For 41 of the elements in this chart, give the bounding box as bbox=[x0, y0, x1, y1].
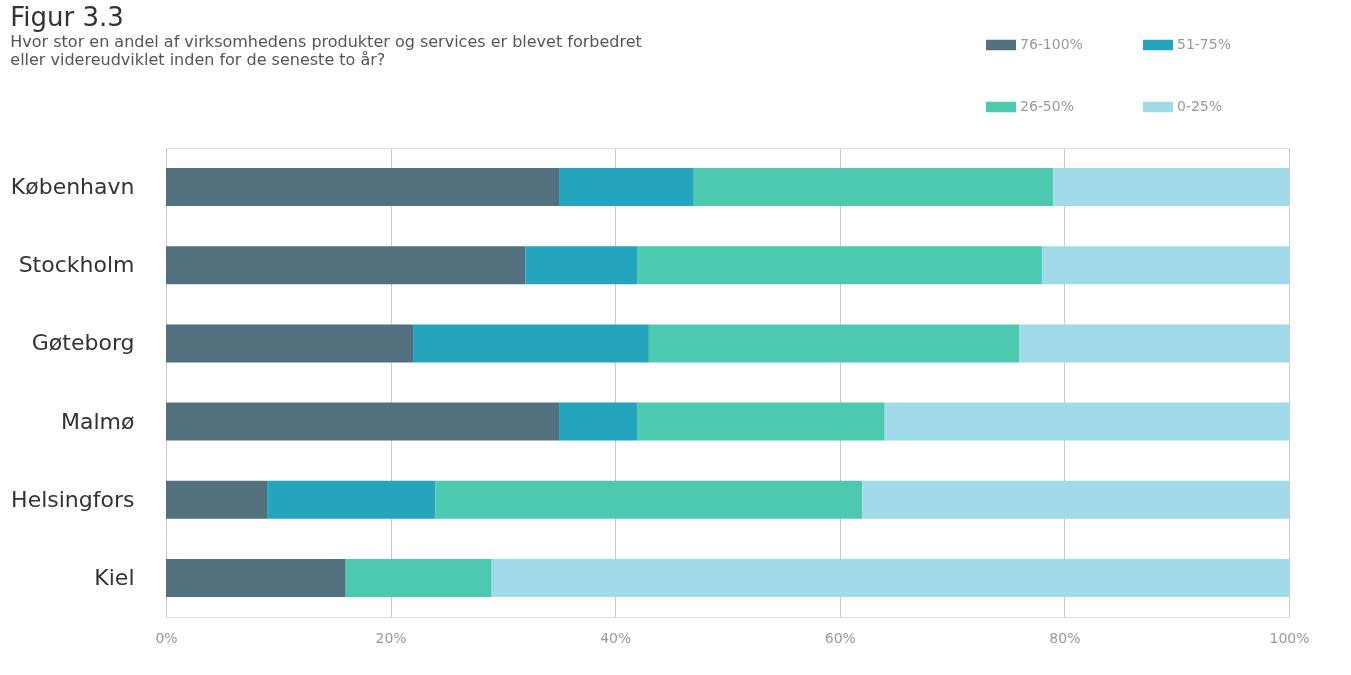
x-tick-label: 60% bbox=[824, 629, 856, 646]
bar bbox=[637, 402, 885, 441]
bar bbox=[1019, 324, 1289, 363]
bar bbox=[413, 324, 649, 363]
bar bbox=[693, 168, 1054, 207]
legend-label: 26-50% bbox=[1020, 98, 1074, 114]
bar bbox=[435, 480, 863, 519]
bar bbox=[166, 168, 560, 207]
x-tick-label: 80% bbox=[1049, 629, 1081, 646]
bar bbox=[1041, 246, 1289, 285]
y-tick-label: Malmø bbox=[61, 408, 135, 434]
x-tick-label: 0% bbox=[155, 629, 178, 646]
chart-subtitle: Hvor stor en andel af virksomhedens produkter og services er blevet forbedret eller videreudviklet inden for de seneste to år? bbox=[10, 32, 642, 69]
y-tick-label: Kiel bbox=[94, 564, 135, 590]
x-tick-label: 20% bbox=[375, 629, 407, 646]
bar bbox=[637, 246, 1042, 285]
bar bbox=[559, 402, 638, 441]
bar bbox=[166, 558, 346, 597]
legend-label: 51-75% bbox=[1177, 36, 1231, 52]
chart-title: Figur 3.3 bbox=[10, 2, 124, 32]
bar bbox=[862, 480, 1289, 519]
bar bbox=[166, 246, 526, 285]
x-tick-label: 40% bbox=[600, 629, 632, 646]
y-tick-label: Stockholm bbox=[18, 252, 135, 278]
bar bbox=[648, 324, 1020, 363]
bar bbox=[267, 480, 436, 519]
bar bbox=[525, 246, 638, 285]
bar bbox=[166, 324, 414, 363]
bar bbox=[884, 402, 1289, 441]
bar bbox=[559, 168, 694, 207]
bar bbox=[1053, 168, 1289, 207]
bar bbox=[345, 558, 492, 597]
legend-label: 76-100% bbox=[1020, 36, 1083, 52]
bar bbox=[166, 480, 268, 519]
y-tick-label: Gøteborg bbox=[31, 330, 135, 356]
y-tick-label: Helsingfors bbox=[11, 486, 135, 512]
legend-label: 0-25% bbox=[1177, 98, 1223, 114]
y-tick-label: København bbox=[10, 174, 135, 200]
bar bbox=[166, 402, 560, 441]
bar bbox=[491, 558, 1289, 597]
x-tick-label: 100% bbox=[1269, 629, 1310, 646]
